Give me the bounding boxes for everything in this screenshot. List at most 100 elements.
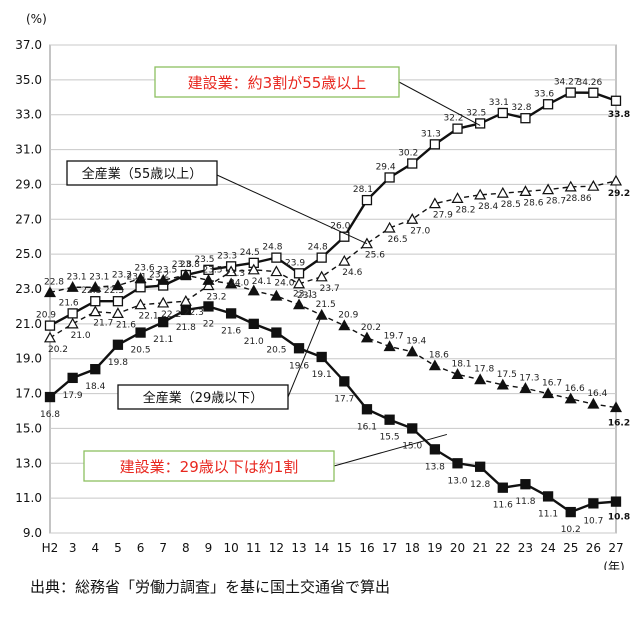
x-tick-label: 9 (205, 541, 213, 555)
data-point-square (361, 404, 373, 415)
data-label: 24.0 (229, 279, 249, 289)
data-label: 18.6 (429, 351, 449, 361)
data-point-square (520, 479, 531, 490)
data-label: 22.3 (184, 308, 204, 318)
data-point-triangle (609, 401, 623, 413)
y-tick-label: 13.0 (15, 456, 42, 470)
data-point-square (248, 318, 259, 330)
data-point-triangle (111, 307, 124, 318)
data-point-triangle (293, 277, 306, 289)
data-point-square (90, 364, 101, 375)
data-label: 19.4 (406, 337, 426, 347)
data-label: 19.8 (108, 358, 128, 368)
x-tick-label: 3 (69, 541, 77, 555)
y-tick-label: 23.0 (15, 282, 42, 296)
y-tick-label: 21.0 (15, 317, 42, 331)
data-label: 23.5 (157, 265, 177, 275)
data-label: 32.5 (466, 108, 486, 118)
data-label: 16.1 (357, 422, 377, 432)
data-label: 24.0 (274, 279, 294, 289)
data-label: 34.27 (554, 78, 580, 88)
data-point-triangle (519, 185, 532, 196)
data-label: 23.1 (127, 272, 147, 282)
data-label: 15.5 (380, 433, 400, 443)
data-point-triangle (157, 296, 170, 308)
data-point-square (475, 461, 486, 472)
data-label: 24.1 (252, 277, 272, 287)
data-label: 24.8 (262, 243, 282, 253)
data-point-square (44, 320, 56, 331)
data-label: 23.8 (180, 260, 200, 270)
data-label: 28.6 (523, 198, 543, 208)
data-label: 19.1 (312, 370, 332, 380)
data-point-square (271, 327, 282, 338)
data-point-triangle (202, 279, 215, 291)
x-tick-label: 7 (159, 541, 167, 555)
data-label: 20.9 (36, 311, 56, 321)
x-tick-label: 15 (337, 541, 352, 555)
data-point-square (407, 158, 418, 169)
data-label: 17.3 (519, 373, 539, 383)
data-label: 28.4 (478, 202, 498, 212)
data-point-triangle (179, 268, 192, 280)
data-point-square (384, 172, 395, 183)
data-point-square (112, 296, 124, 307)
data-point-triangle (451, 368, 464, 379)
data-label: 22.8 (44, 277, 64, 287)
data-point-square (293, 343, 305, 354)
data-point-square (203, 301, 214, 312)
data-point-square (542, 491, 554, 502)
data-label: 29.4 (376, 162, 396, 172)
data-point-square (316, 351, 327, 363)
data-label: 23.3 (217, 251, 237, 261)
data-label: 22 (203, 319, 214, 329)
data-label: 21.0 (71, 331, 91, 341)
data-label: 22.3 (81, 286, 101, 296)
data-label: 23.3 (225, 269, 245, 279)
data-label: 28.5 (501, 200, 521, 210)
data-point-triangle (542, 387, 555, 399)
data-point-square (90, 296, 101, 307)
data-point-square (610, 496, 622, 507)
data-point-square (361, 194, 373, 206)
data-point-square (497, 482, 508, 493)
data-point-triangle (406, 213, 419, 224)
data-point-square (316, 252, 327, 263)
data-label: 32.2 (443, 114, 463, 124)
data-point-triangle (202, 274, 215, 285)
data-label: 19.7 (384, 332, 404, 342)
data-label: 10.2 (561, 525, 581, 535)
x-tick-label: 11 (246, 541, 261, 555)
x-tick-label: 6 (137, 541, 145, 555)
data-label: 31.3 (421, 129, 441, 139)
data-point-triangle (587, 397, 600, 409)
data-point-triangle (406, 345, 419, 357)
data-point-square (565, 87, 576, 98)
annotation-box (117, 384, 289, 410)
data-label: 24.8 (308, 243, 328, 253)
x-tick-label: 23 (518, 541, 533, 555)
y-tick-label: 33.0 (15, 108, 42, 122)
x-tick-label: 4 (91, 541, 99, 555)
x-tick-label: 12 (269, 541, 284, 555)
data-label: 13.0 (447, 476, 467, 486)
data-label: 17.8 (474, 365, 494, 375)
data-label: 17.9 (63, 391, 83, 401)
data-point-triangle (66, 281, 79, 292)
y-tick-label: 27.0 (15, 212, 42, 226)
data-point-triangle (270, 289, 283, 301)
data-label: 22.3 (104, 286, 124, 296)
data-label: 16.4 (587, 389, 607, 399)
data-point-square (542, 99, 554, 110)
data-label: 11.1 (538, 509, 558, 519)
data-label: 20.2 (48, 345, 68, 355)
series-line-2 (49, 274, 617, 409)
data-label: 32.8 (511, 103, 531, 113)
data-point-square (271, 252, 282, 263)
end-data-label: 10.8 (608, 513, 630, 523)
data-label: 23.2 (206, 293, 226, 303)
data-label: 23.2 (149, 271, 169, 281)
source-note: 出典：総務省「労働力調査」を基に国土交通省で算出 (30, 578, 391, 596)
data-label: 25.6 (365, 251, 385, 261)
data-point-triangle (360, 331, 373, 343)
